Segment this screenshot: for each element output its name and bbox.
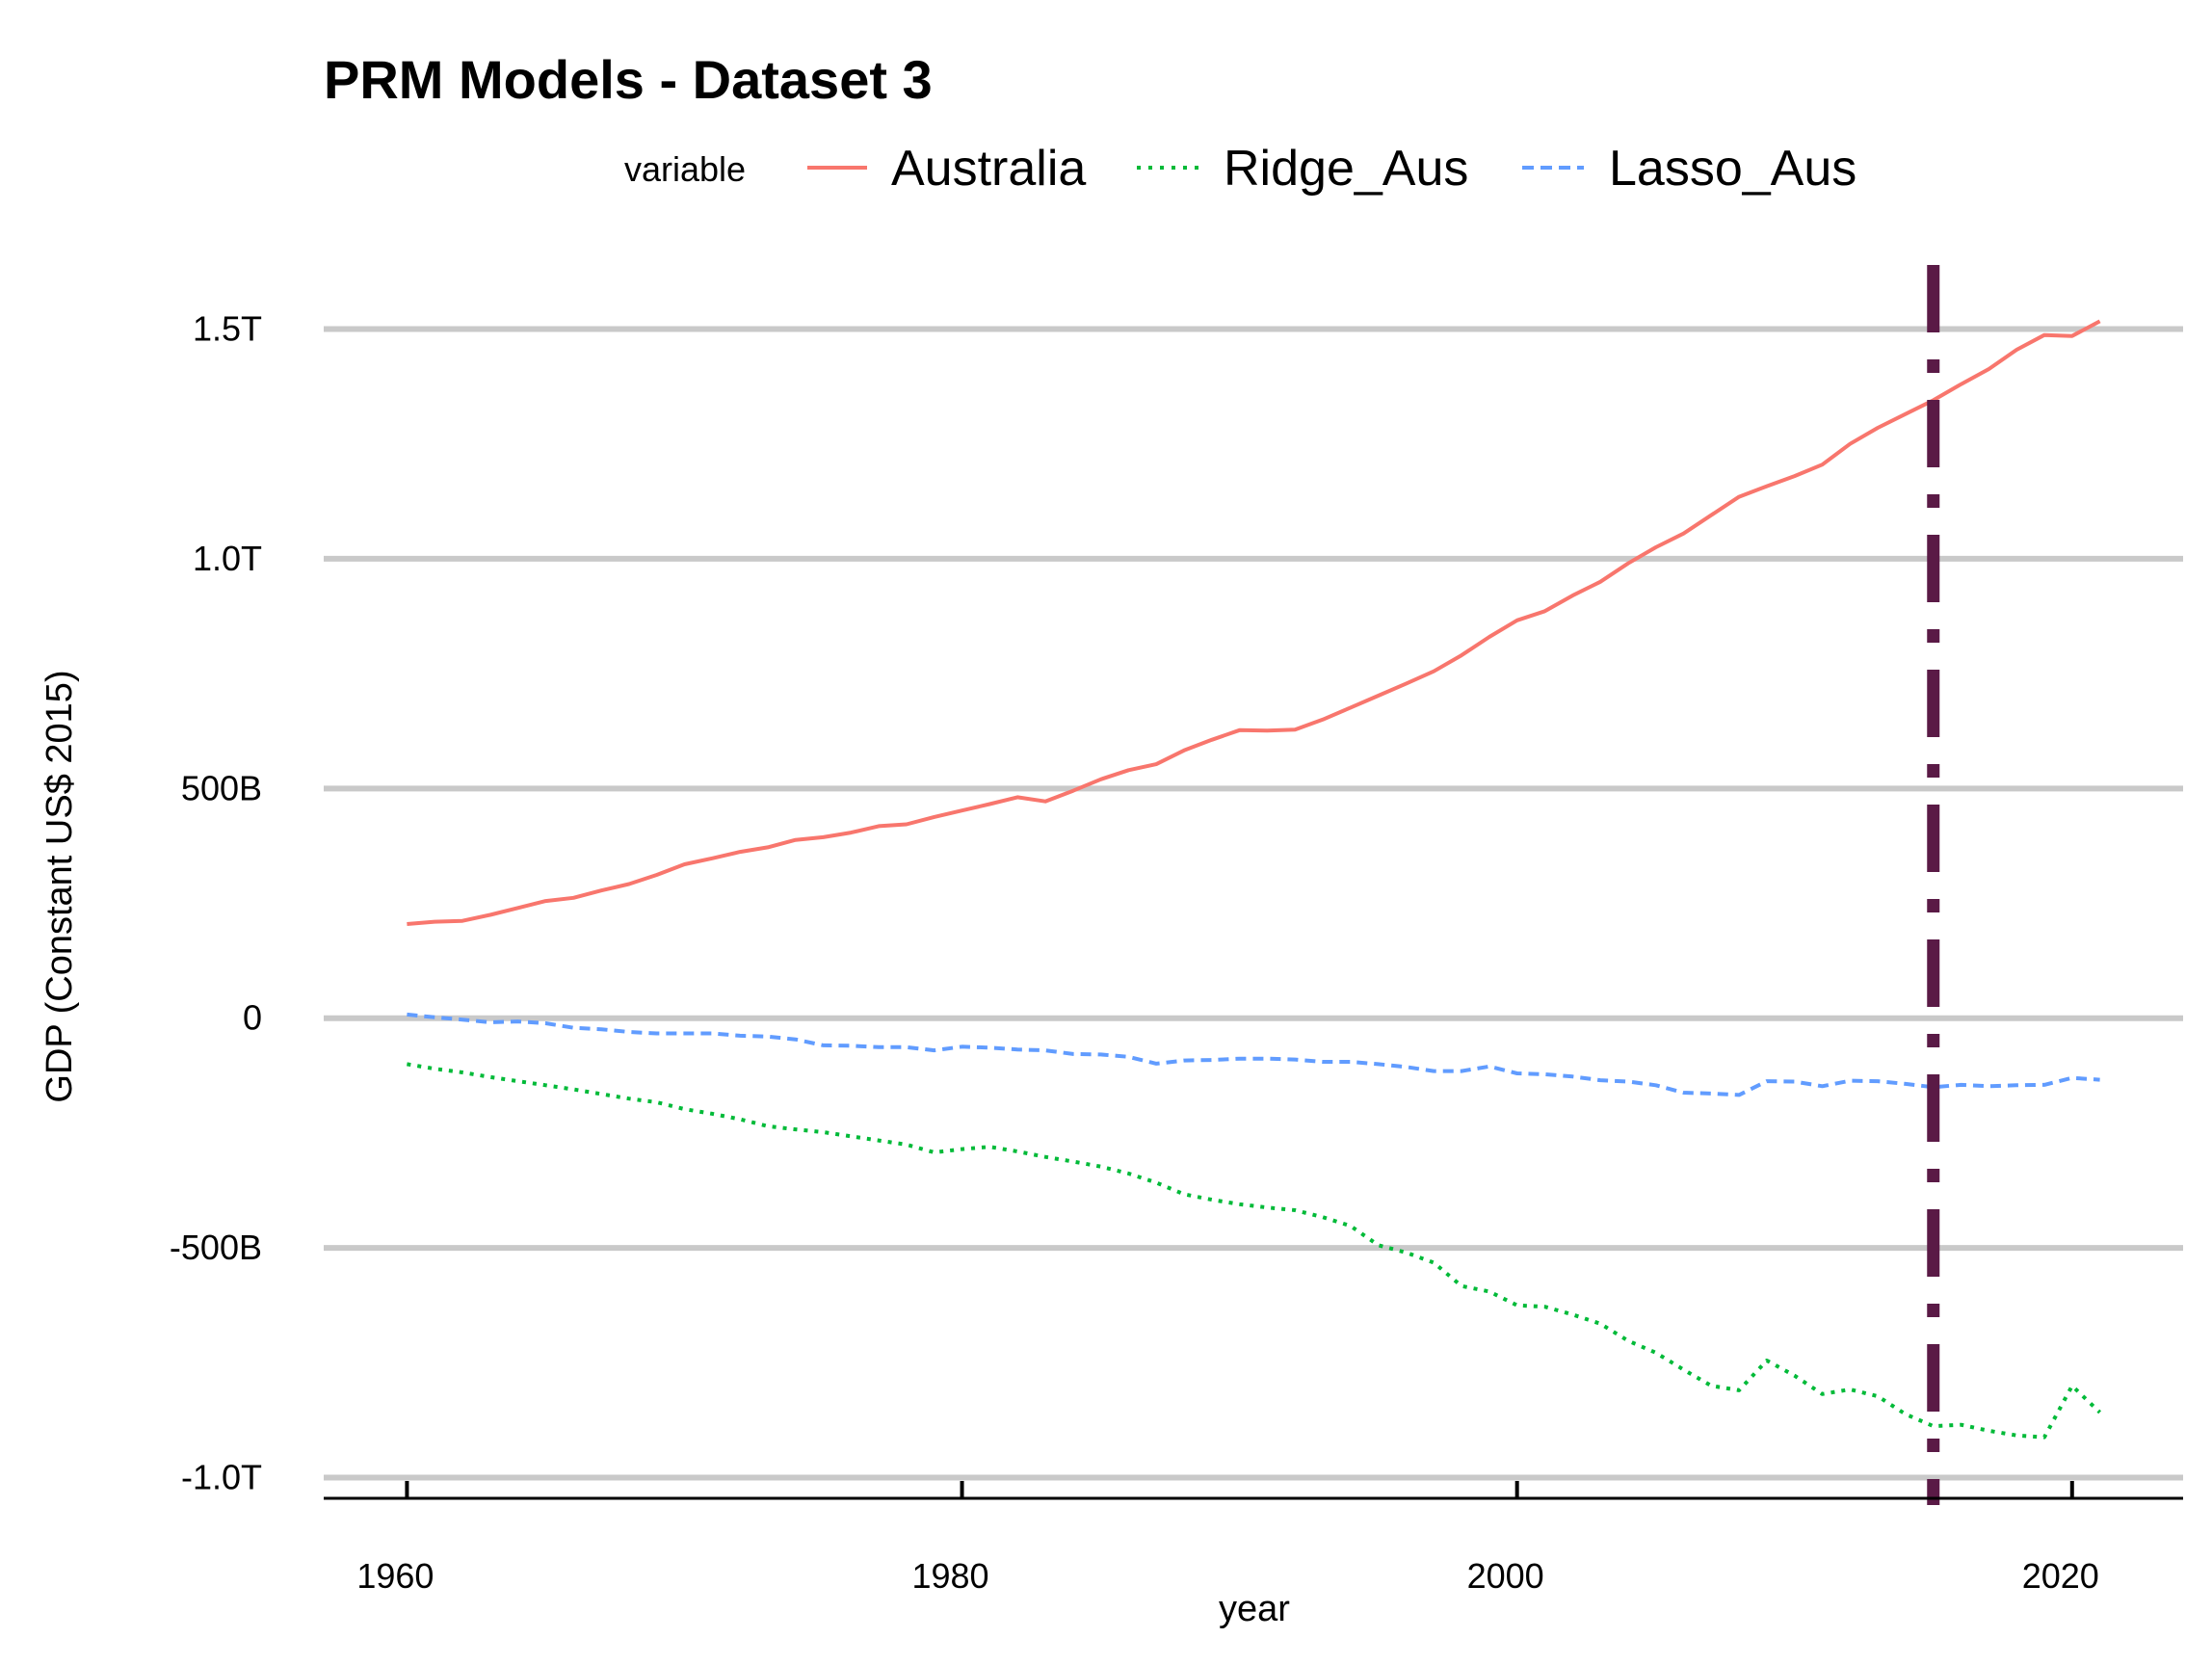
series-line-lasso-aus xyxy=(407,1012,2100,1097)
x-tick-label: 2000 xyxy=(1467,1556,1544,1596)
y-tick-label: 1.0T xyxy=(193,539,262,578)
y-tick-label: 1.5T xyxy=(193,309,262,349)
x-axis-title: year xyxy=(1219,1589,1290,1629)
x-tick-label: 2020 xyxy=(2022,1556,2099,1596)
legend-label-ridge: Ridge_Aus xyxy=(1224,141,1468,197)
y-tick-label: -500B xyxy=(170,1228,262,1267)
x-tick-label: 1980 xyxy=(911,1556,988,1596)
y-tick-label: -1.0T xyxy=(181,1458,262,1497)
gridlines xyxy=(324,326,2183,1481)
legend-label-australia: Australia xyxy=(891,141,1086,197)
chart-title: PRM Models - Dataset 3 xyxy=(324,49,933,110)
y-axis-ticks: -1.0T -500B 0 500B 1.0T 1.5T xyxy=(170,309,262,1497)
series-line-ridge-aus xyxy=(407,1062,2101,1440)
series-lines xyxy=(407,319,2101,1440)
y-axis-title: GDP (Constant US$ 2015) xyxy=(40,670,80,1102)
series-line-australia xyxy=(407,319,2101,926)
x-tick-label: 1960 xyxy=(356,1556,434,1596)
x-axis: 1960 1980 2000 2020 xyxy=(324,1481,2183,1596)
legend-title: variable xyxy=(624,149,746,189)
y-tick-label: 0 xyxy=(243,998,262,1038)
legend: variable Australia Ridge_Aus Lasso_Aus xyxy=(624,141,1856,197)
y-tick-label: 500B xyxy=(181,768,262,807)
legend-label-lasso: Lasso_Aus xyxy=(1609,141,1856,197)
